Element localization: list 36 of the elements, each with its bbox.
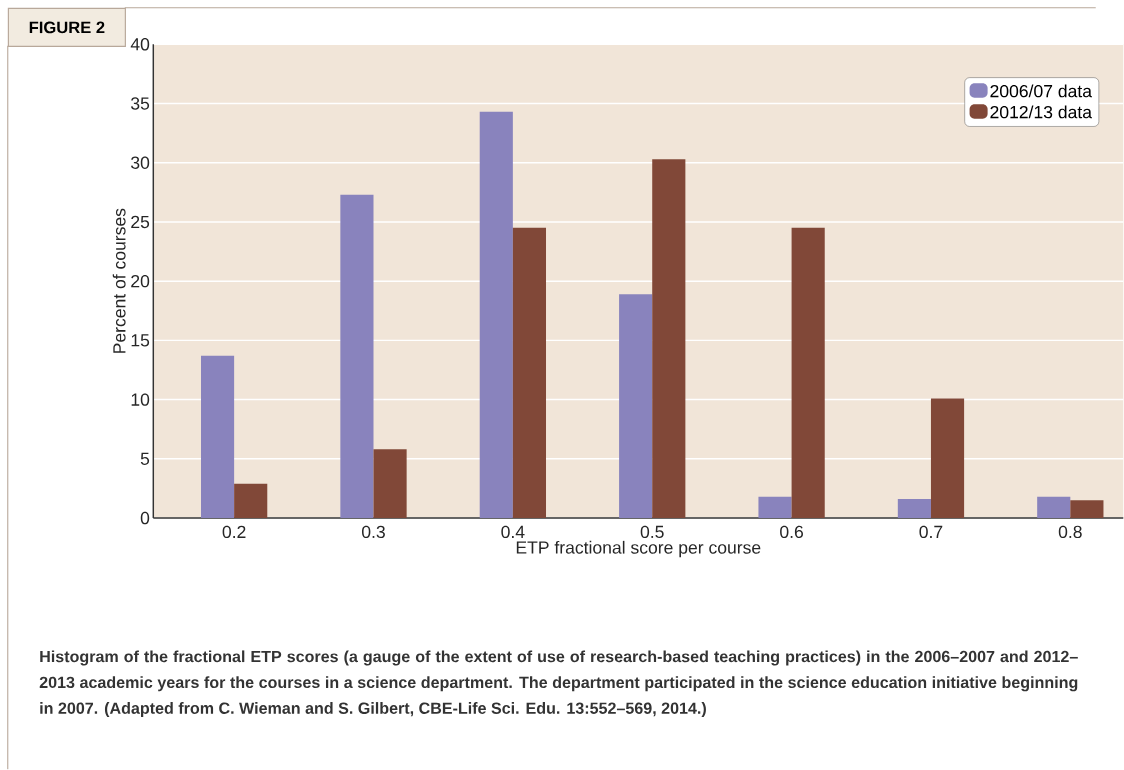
bar (758, 496, 792, 519)
legend-label: 2006/07 data (990, 84, 1092, 98)
text: Histogram of the fractional ETP scores (a gauge of the extent of use of research-based teaching practices) in the 2006–2007 and 2012–2013 academic years for the courses in a science department. The department participated in the science education initiative beginning in 2007. (Adapted from C. Wieman and S. Gilbert, CBE-Life Sci. Edu. 13:552–569, 2014.) (39, 650, 1078, 718)
bar (373, 449, 407, 519)
x-tick-label: 0.4 (501, 525, 525, 539)
y-axis-title: Percent of courses (112, 208, 126, 353)
x-tick-label: 0.2 (222, 525, 246, 539)
y-tick-label: 35 (131, 97, 150, 110)
bar (791, 227, 825, 519)
y-tick-label: 25 (131, 215, 150, 229)
bar (512, 227, 547, 519)
x-tick-label: 0.7 (919, 525, 943, 539)
y-tick-label: 30 (131, 156, 150, 170)
bar (619, 294, 653, 519)
bar (897, 499, 931, 519)
bar (1037, 496, 1071, 519)
y-tick-label: 0 (140, 511, 150, 525)
x-tick-label: 0.8 (1058, 525, 1082, 539)
bar (652, 159, 686, 519)
bar (234, 483, 268, 519)
x-tick-label: 0.3 (361, 525, 385, 539)
y-tick-label: 5 (140, 452, 150, 466)
y-tick-label: 20 (131, 275, 150, 288)
bar (1070, 500, 1104, 519)
legend-label: 2012/13 data (990, 105, 1092, 119)
x-axis-title: ETP fractional score per course (516, 540, 761, 558)
bar (479, 111, 513, 519)
x-tick-label: 0.5 (640, 525, 664, 539)
y-tick-label: 10 (131, 393, 150, 406)
x-tick-label: 0.6 (780, 525, 804, 539)
caption: FIGURE 2 (29, 21, 105, 34)
bar (200, 355, 235, 519)
bar (930, 398, 965, 519)
bar (340, 194, 374, 519)
y-tick-label: 15 (131, 334, 150, 347)
y-tick-label: 40 (130, 38, 150, 51)
